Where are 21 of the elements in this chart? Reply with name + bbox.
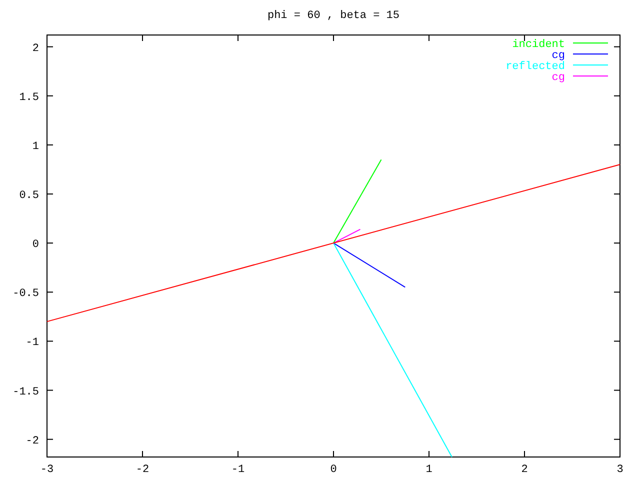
x-tick-label: -1 [231,464,245,476]
legend-label: incident [512,39,565,51]
x-tick-label: 2 [521,464,528,476]
x-tick-label: 3 [616,464,624,476]
y-tick-label: 0.5 [19,190,39,202]
y-tick-label: -1.5 [12,386,39,398]
x-tick-label: 0 [330,464,337,476]
y-tick-label: 2 [32,42,39,55]
y-tick-label: -2 [26,435,39,448]
legend-label: cg [552,72,565,84]
x-tick-label: -3 [40,464,54,476]
y-tick-label: 1 [32,140,40,153]
legend-label: cg [552,50,565,62]
y-tick-label: 0 [32,239,39,252]
x-tick-label: -2 [136,464,150,476]
y-tick-label: 1.5 [19,92,39,104]
chart-title: phi = 60 , beta = 15 [267,10,400,22]
y-tick-label: -1 [26,337,40,350]
y-tick-label: -0.5 [12,288,39,300]
legend-label: reflected [506,61,565,73]
x-tick-label: 1 [426,464,433,476]
